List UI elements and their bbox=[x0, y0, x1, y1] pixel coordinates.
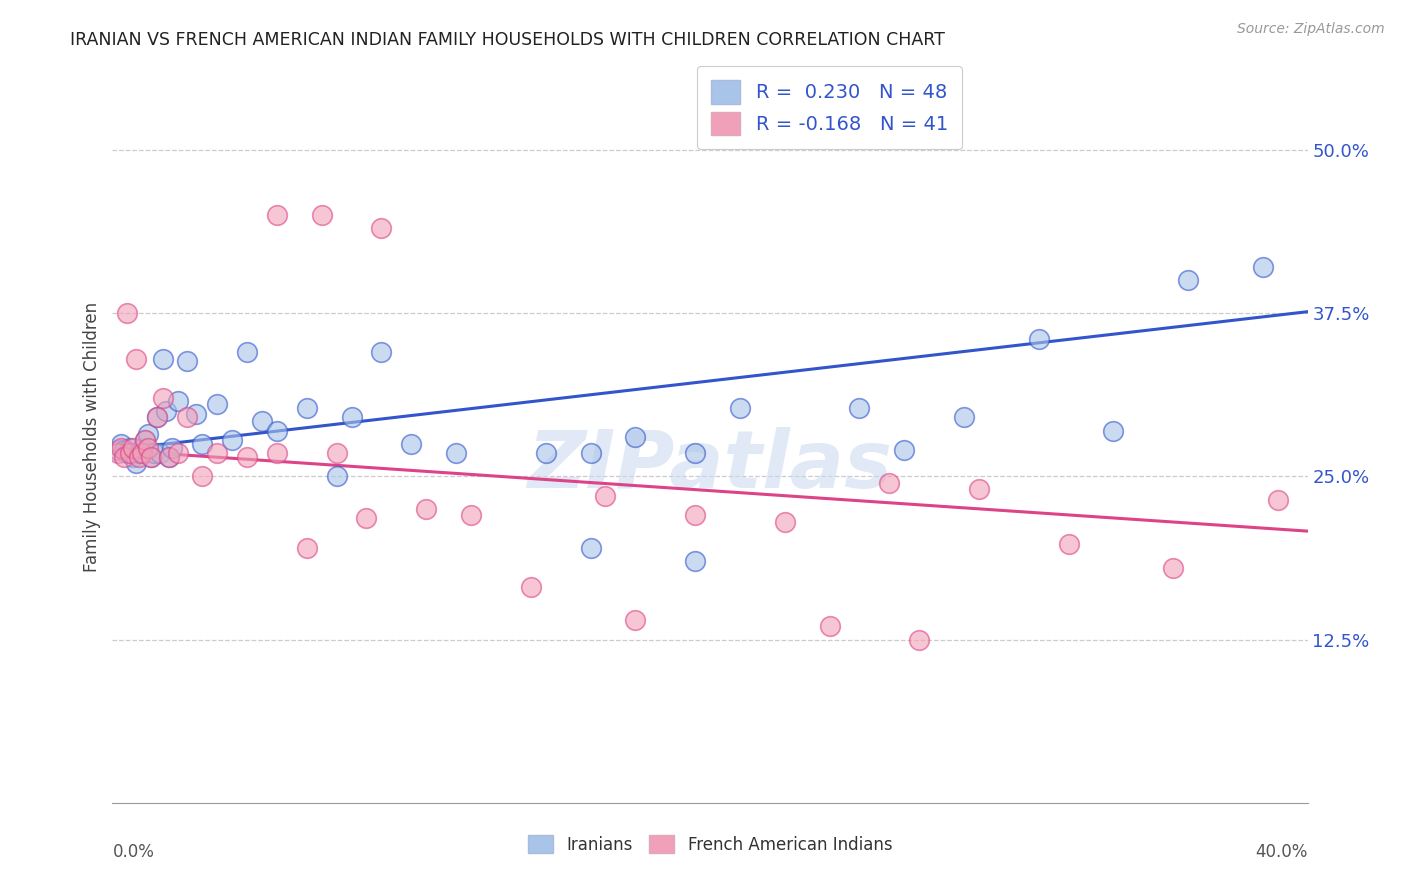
Point bbox=[370, 221, 392, 235]
Point bbox=[138, 441, 160, 455]
Y-axis label: Family Households with Children: Family Households with Children bbox=[83, 302, 101, 572]
Text: 0.0%: 0.0% bbox=[112, 843, 155, 861]
Point bbox=[325, 446, 347, 460]
Point bbox=[155, 404, 177, 418]
Point bbox=[520, 580, 543, 594]
Point bbox=[266, 424, 288, 438]
Point bbox=[818, 619, 841, 633]
Point bbox=[1102, 424, 1125, 438]
Point bbox=[953, 410, 976, 425]
Point bbox=[236, 345, 259, 359]
Point bbox=[221, 433, 243, 447]
Point bbox=[683, 508, 706, 523]
Point bbox=[191, 436, 214, 450]
Point bbox=[340, 410, 363, 425]
Point bbox=[141, 450, 163, 464]
Point bbox=[295, 541, 318, 555]
Point bbox=[295, 401, 318, 416]
Point bbox=[848, 401, 870, 416]
Point bbox=[107, 443, 129, 458]
Point bbox=[908, 632, 931, 647]
Point bbox=[370, 345, 392, 359]
Text: 40.0%: 40.0% bbox=[1256, 843, 1308, 861]
Point bbox=[117, 446, 139, 460]
Point bbox=[138, 427, 160, 442]
Point bbox=[110, 436, 132, 450]
Point bbox=[191, 469, 214, 483]
Point bbox=[205, 397, 228, 411]
Point bbox=[460, 508, 482, 523]
Point bbox=[152, 351, 174, 366]
Point bbox=[1251, 260, 1274, 275]
Point bbox=[120, 441, 142, 455]
Point bbox=[152, 391, 174, 405]
Point bbox=[125, 456, 148, 470]
Point bbox=[534, 446, 557, 460]
Point bbox=[146, 410, 169, 425]
Point bbox=[624, 430, 647, 444]
Point bbox=[356, 511, 378, 525]
Point bbox=[683, 554, 706, 568]
Point bbox=[311, 208, 333, 222]
Point bbox=[579, 446, 602, 460]
Point bbox=[162, 441, 183, 455]
Point bbox=[128, 450, 150, 464]
Point bbox=[967, 483, 990, 497]
Point bbox=[893, 443, 915, 458]
Point bbox=[134, 433, 156, 447]
Point bbox=[1267, 492, 1289, 507]
Point bbox=[683, 446, 706, 460]
Point bbox=[110, 441, 132, 455]
Point bbox=[114, 443, 135, 458]
Text: Source: ZipAtlas.com: Source: ZipAtlas.com bbox=[1237, 22, 1385, 37]
Point bbox=[595, 489, 617, 503]
Point bbox=[728, 401, 751, 416]
Point bbox=[236, 450, 259, 464]
Point bbox=[205, 446, 228, 460]
Point bbox=[134, 433, 156, 447]
Point bbox=[125, 351, 148, 366]
Point bbox=[131, 446, 153, 460]
Point bbox=[122, 441, 145, 455]
Point bbox=[114, 450, 135, 464]
Legend: Iranians, French American Indians: Iranians, French American Indians bbox=[522, 829, 898, 860]
Point bbox=[176, 410, 198, 425]
Point bbox=[325, 469, 347, 483]
Point bbox=[149, 446, 172, 460]
Point bbox=[167, 393, 190, 408]
Point bbox=[1028, 332, 1050, 346]
Point bbox=[415, 502, 437, 516]
Point bbox=[401, 436, 423, 450]
Point bbox=[167, 446, 190, 460]
Point bbox=[117, 306, 139, 320]
Point bbox=[250, 414, 273, 428]
Point bbox=[1057, 537, 1080, 551]
Text: IRANIAN VS FRENCH AMERICAN INDIAN FAMILY HOUSEHOLDS WITH CHILDREN CORRELATION CH: IRANIAN VS FRENCH AMERICAN INDIAN FAMILY… bbox=[70, 31, 945, 49]
Point bbox=[120, 446, 142, 460]
Point bbox=[143, 446, 166, 460]
Point bbox=[266, 446, 288, 460]
Point bbox=[141, 450, 163, 464]
Point bbox=[266, 208, 288, 222]
Point bbox=[186, 407, 208, 421]
Point bbox=[157, 450, 180, 464]
Point bbox=[131, 441, 153, 455]
Point bbox=[122, 450, 145, 464]
Point bbox=[107, 446, 129, 460]
Point bbox=[176, 354, 198, 368]
Point bbox=[1161, 560, 1184, 574]
Point bbox=[624, 613, 647, 627]
Point bbox=[579, 541, 602, 555]
Text: ZIPatlas: ZIPatlas bbox=[527, 427, 893, 506]
Point bbox=[773, 515, 796, 529]
Point bbox=[128, 446, 150, 460]
Point bbox=[157, 450, 180, 464]
Point bbox=[1177, 273, 1199, 287]
Point bbox=[444, 446, 467, 460]
Point bbox=[146, 410, 169, 425]
Point bbox=[879, 475, 901, 490]
